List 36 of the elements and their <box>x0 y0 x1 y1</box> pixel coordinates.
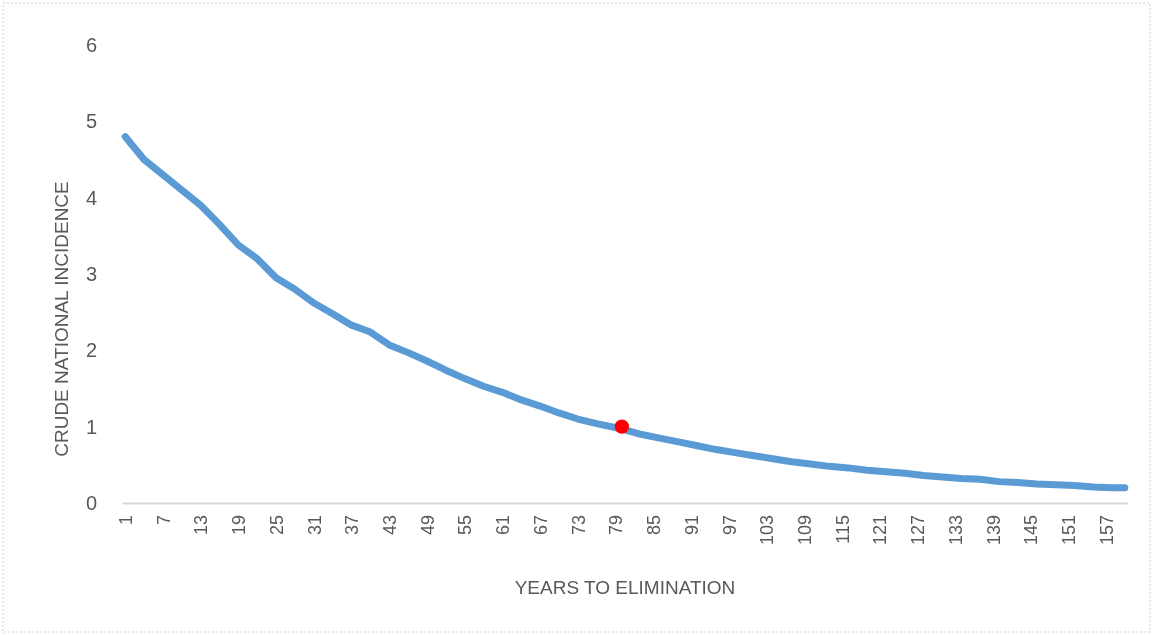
x-tick-label: 139 <box>983 515 1004 546</box>
x-axis-title: YEARS TO ELIMINATION <box>514 577 736 598</box>
y-tick-label: 5 <box>85 110 97 133</box>
x-tick-label: 103 <box>757 515 778 546</box>
x-tick-label: 79 <box>606 515 627 536</box>
x-tick-label: 145 <box>1021 515 1042 546</box>
x-tick-label: 61 <box>493 515 514 536</box>
x-tick-label: 49 <box>417 515 438 536</box>
y-tick-label: 1 <box>85 415 97 438</box>
x-tick-label: 37 <box>342 515 363 536</box>
x-tick-label: 133 <box>945 515 966 546</box>
x-tick-label: 19 <box>229 515 250 536</box>
x-tick-label: 25 <box>266 515 287 536</box>
x-tick-label: 1 <box>115 515 136 526</box>
x-tick-label: 115 <box>832 515 853 544</box>
y-axis-title: CRUDE NATIONAL INCIDENCE <box>51 181 72 457</box>
y-tick-label: 2 <box>85 339 97 362</box>
x-tick-label: 7 <box>153 515 174 526</box>
x-tick-label: 151 <box>1059 515 1080 546</box>
x-tick-label: 97 <box>719 515 740 536</box>
x-tick-label: 109 <box>794 515 815 546</box>
x-tick-label: 73 <box>568 515 589 536</box>
x-tick-label: 91 <box>681 515 702 536</box>
x-tick-label: 67 <box>530 515 551 536</box>
x-tick-label: 55 <box>455 515 476 536</box>
x-tick-label: 43 <box>380 515 401 536</box>
y-tick-label: 6 <box>85 33 97 56</box>
x-tick-label: 13 <box>191 515 212 536</box>
y-tick-label: 3 <box>85 262 97 285</box>
y-tick-label: 4 <box>85 186 97 209</box>
y-tick-label: 0 <box>85 491 97 514</box>
x-tick-label: 121 <box>870 515 891 546</box>
x-tick-label: 127 <box>908 515 929 546</box>
x-tick-label: 31 <box>304 515 325 536</box>
x-tick-label: 157 <box>1096 515 1117 546</box>
x-tick-label: 85 <box>644 515 665 536</box>
